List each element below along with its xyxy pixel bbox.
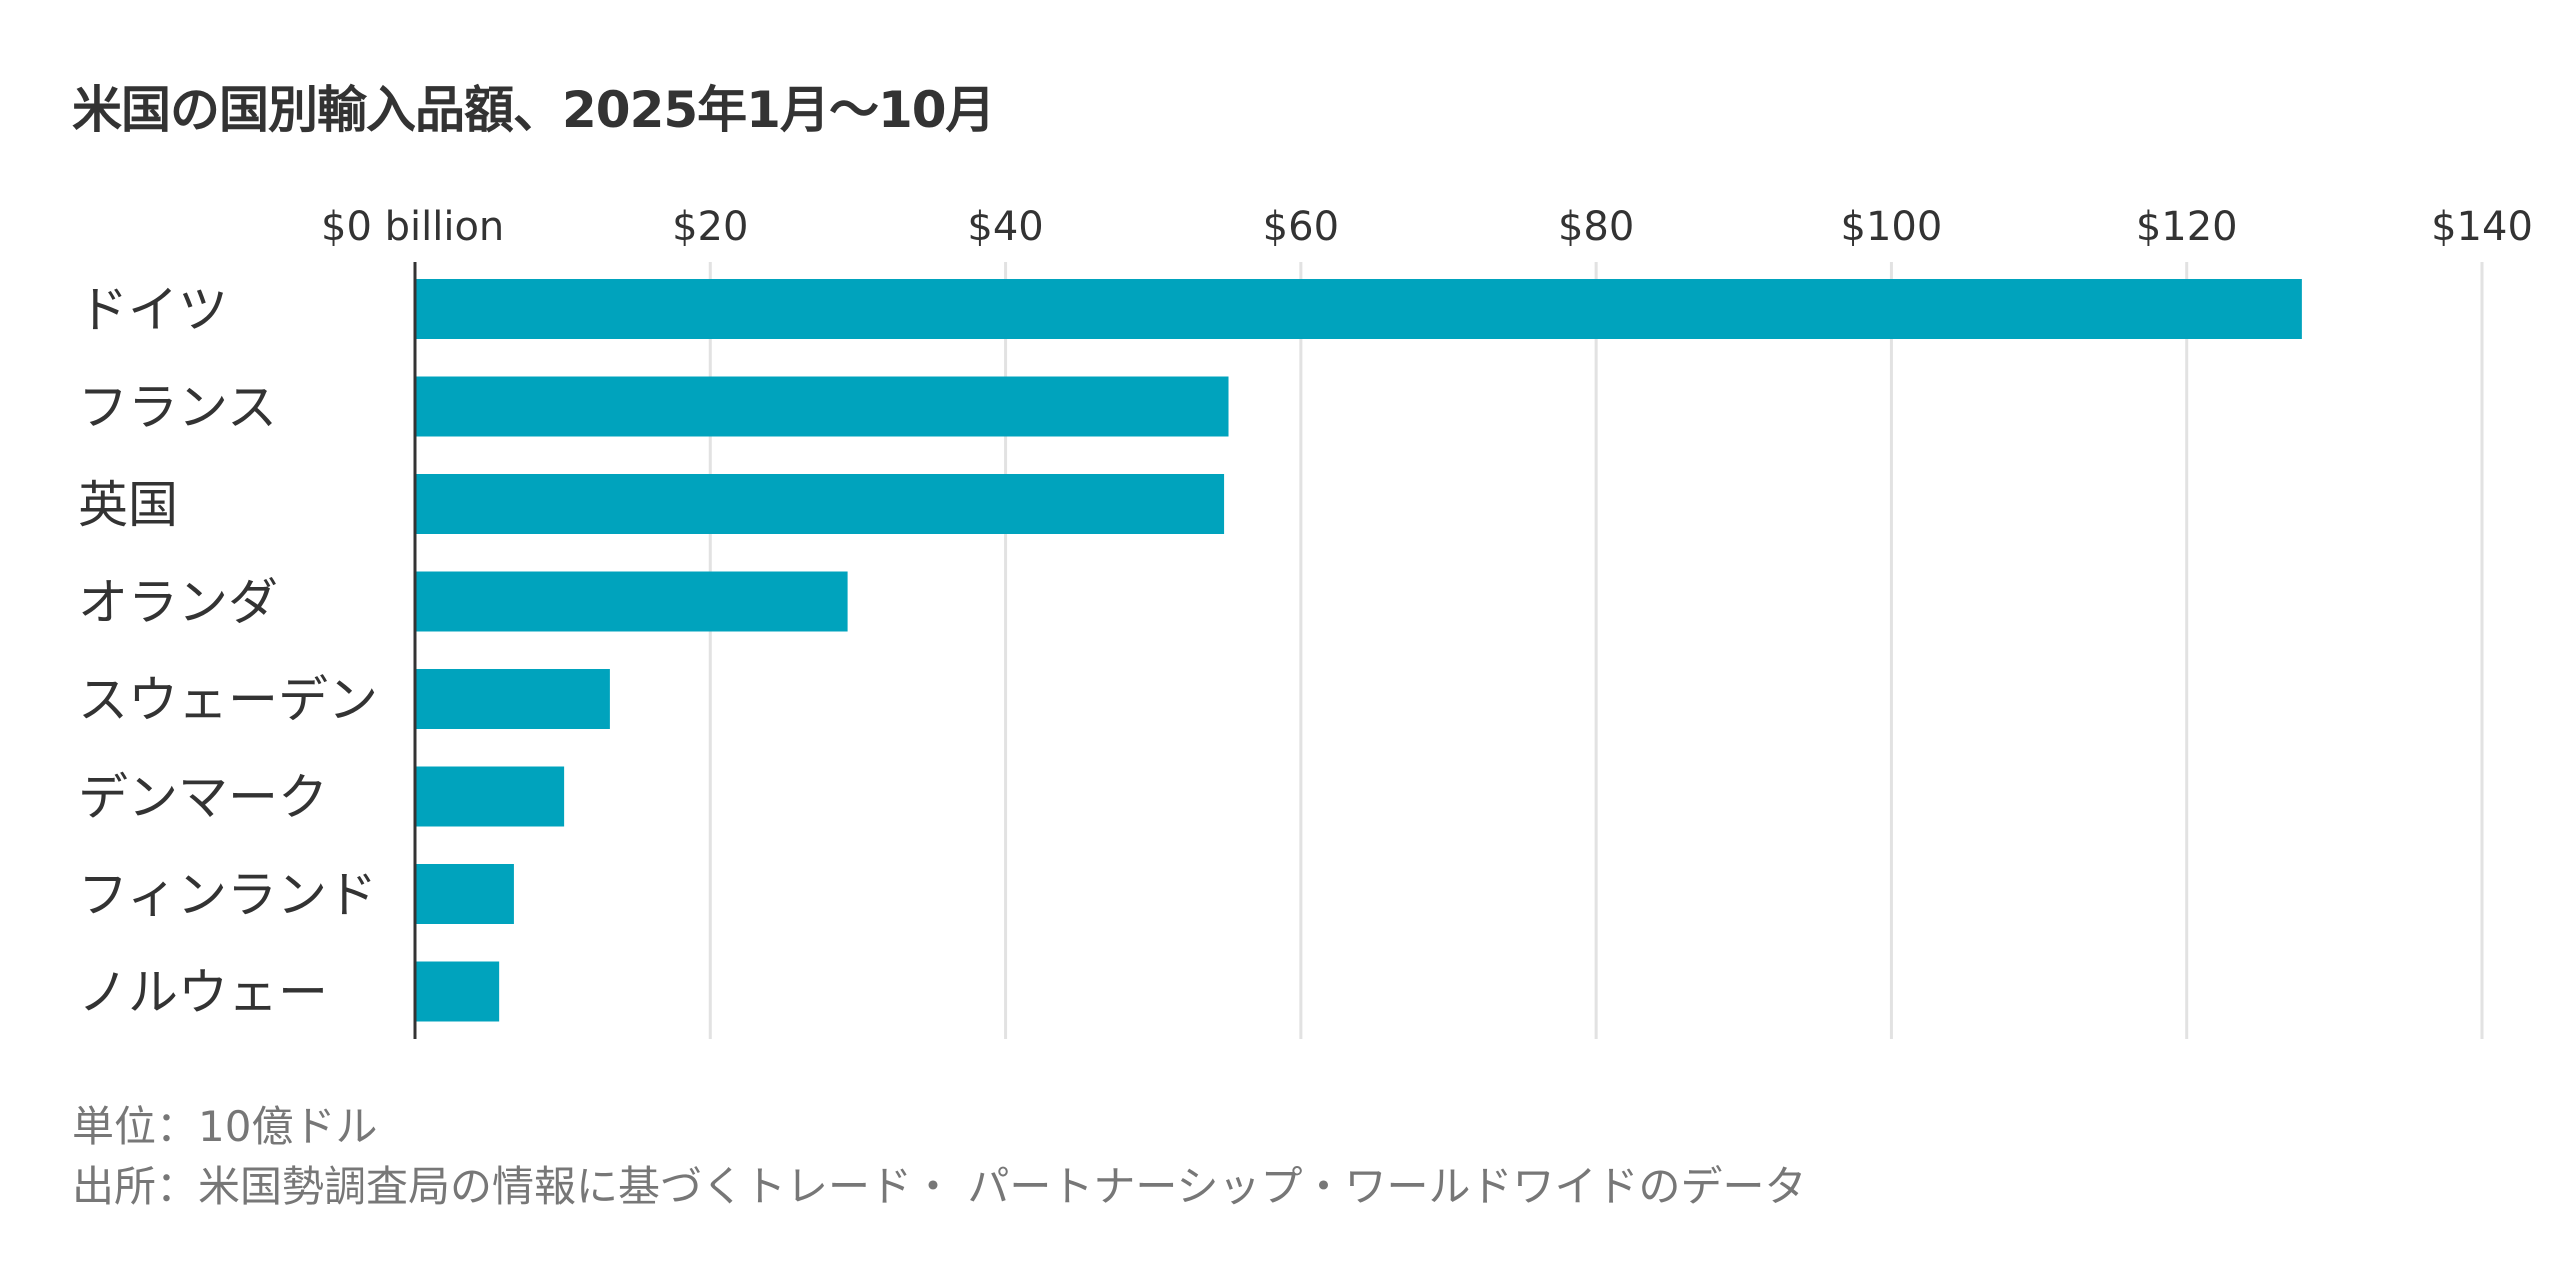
x-tick-label: $80	[1558, 204, 1634, 250]
unit-note: 単位：10億ドル	[72, 1102, 378, 1151]
bar-chart: $0 billion $20 $40 $60 $80 $100 $120 $140 ドイツフラン…	[78, 204, 2533, 1039]
bar	[415, 669, 610, 729]
category-label: フィンランド	[78, 866, 377, 924]
x-tick-label: $120	[2136, 204, 2238, 250]
x-tick-label: $100	[1841, 204, 1943, 250]
bar	[415, 474, 1225, 534]
category-label: フランス	[78, 379, 277, 437]
x-tick-label: $140	[2431, 204, 2533, 250]
category-label: ドイツ	[78, 281, 228, 339]
x-tick-label: $20	[672, 204, 748, 250]
category-label: デンマーク	[78, 769, 328, 827]
x-tick-label: $60	[1263, 204, 1339, 250]
x-tick-label: $40	[967, 204, 1043, 250]
bar	[415, 961, 500, 1022]
bar	[415, 864, 514, 924]
category-label: 英国	[78, 476, 178, 534]
x-tick-label: $0 billion	[321, 204, 504, 250]
category-label: ノルウェー	[78, 964, 328, 1022]
category-label: オランダ	[78, 574, 278, 632]
bar	[415, 376, 1229, 437]
category-label: スウェーデン	[78, 671, 378, 729]
bar	[415, 571, 848, 632]
bar	[415, 766, 565, 827]
chart-title: 米国の国別輸入品額、2025年1月～10月	[72, 81, 996, 139]
bar	[415, 279, 2302, 339]
source-note: 出所：米国勢調査局の情報に基づくトレード・ パートナーシップ・ワールドワイドのデ…	[72, 1162, 1807, 1211]
